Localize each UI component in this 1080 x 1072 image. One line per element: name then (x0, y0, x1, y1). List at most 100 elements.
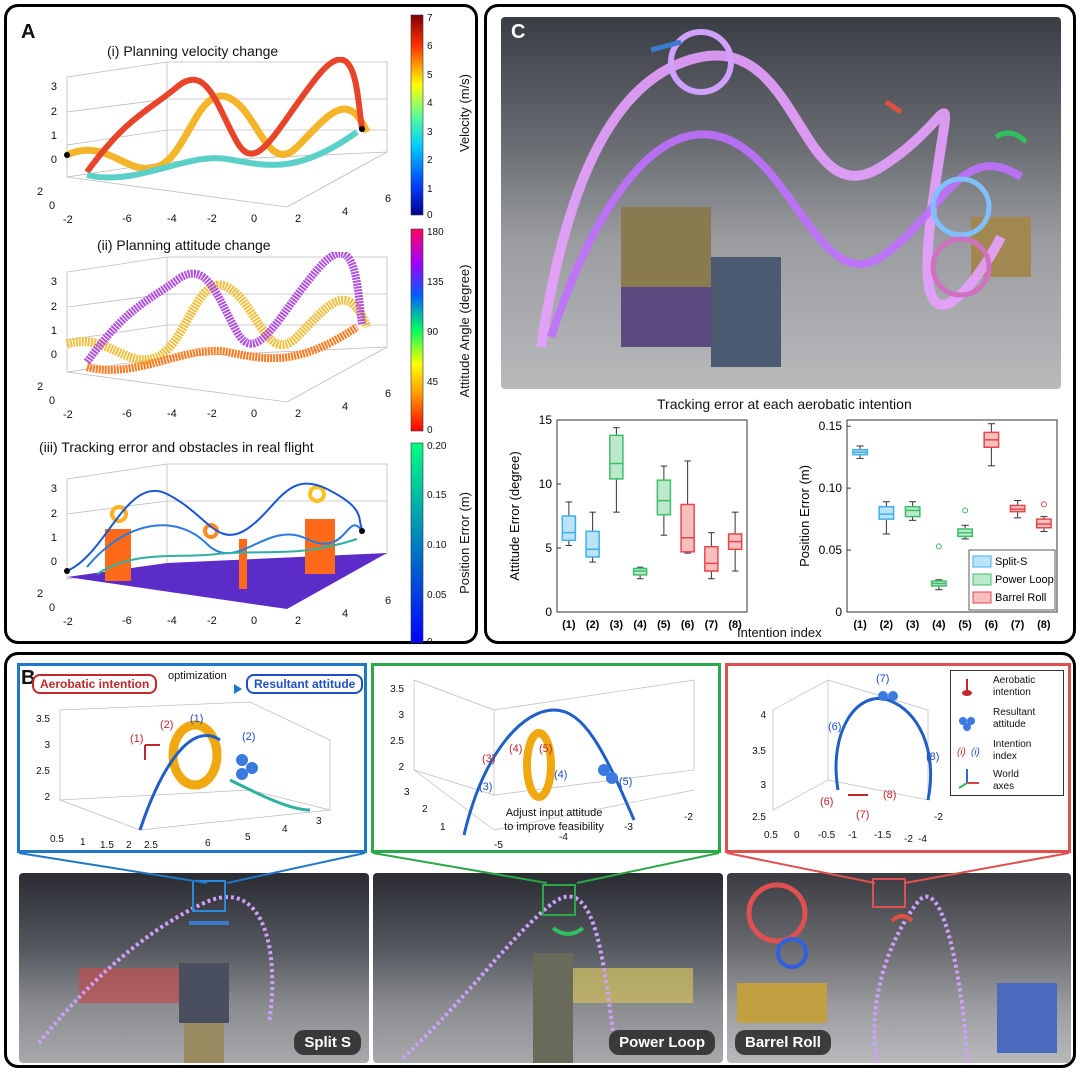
cb1-tick: 7 (427, 13, 433, 24)
cb1-tick: 6 (427, 41, 433, 52)
panel-c: C Tracking error at each aerobatic inten… (484, 4, 1076, 644)
power-loop-3d-plot: (3) (4) (5) (3) (4) (5) Adjust input attitude… (390, 679, 695, 850)
attitude-3d-plot: 3 2 1 0 -6 -4 -2 0 2 4 6 2 0 -2 (37, 252, 391, 421)
feasibility-note-2: to improve feasibility (504, 821, 604, 833)
box-4 (632, 566, 648, 580)
y-tick: 2 (422, 804, 428, 815)
aerobatic-trajectory-photo (501, 17, 1061, 389)
x-tick-label: (6) (985, 619, 999, 631)
panel-a-label: A (21, 21, 36, 43)
intention-tag: Aerobatic intention (32, 674, 158, 694)
y-tick: 4 (282, 824, 288, 835)
box-4 (930, 543, 947, 591)
x-tick: -2 (207, 408, 217, 420)
z-tick: 2 (398, 762, 404, 773)
s2-label: (4) (554, 769, 567, 781)
x-tick-label: (1) (853, 619, 867, 631)
x-tick: 1 (80, 837, 86, 848)
s2-label: (5) (539, 743, 552, 755)
z-tick: 2.5 (36, 766, 50, 777)
box-body (585, 530, 600, 558)
outlier (962, 507, 969, 514)
x-tick-label: (5) (958, 619, 972, 631)
svg-text:(i): (i) (971, 747, 980, 758)
y-tick-label: 0.10 (819, 481, 843, 495)
x-tick-label: (5) (657, 619, 671, 631)
box-1 (852, 445, 869, 459)
barrel-roll-photo: Barrel Roll (727, 873, 1071, 1063)
attitude-plot-title: (ii) Planning attitude change (97, 237, 271, 253)
x-tick: -2 (207, 213, 217, 225)
y-tick: -4 (918, 834, 927, 845)
legend-index: Intention index (993, 739, 1032, 762)
s3-label: (6) (820, 796, 833, 808)
barrel-legend: (i) (i) Aerobatic intention Resultant at… (950, 670, 1064, 796)
box-body (680, 503, 695, 553)
z-tick: 2 (51, 301, 57, 313)
cb2-tick: 135 (427, 277, 444, 288)
x-tick: 4 (342, 608, 348, 620)
z-tick: 3 (398, 710, 404, 721)
split-s-photo: Split S (19, 873, 369, 1063)
x-tick: -6 (122, 213, 132, 225)
z-tick: 1 (51, 532, 57, 544)
colorbars: 7 6 5 4 3 2 1 0 180 135 90 45 0 0.20 0.1… (410, 13, 472, 643)
outlier (1040, 501, 1047, 508)
s3-label: (8) (883, 789, 896, 801)
box-body (878, 505, 895, 520)
z-tick: 0 (51, 154, 57, 166)
power-loop-photo: Power Loop (373, 873, 723, 1063)
legend-swatch (972, 573, 992, 586)
x-tick: -6 (122, 615, 132, 627)
box-body (561, 515, 577, 542)
z-tick: 2 (51, 508, 57, 520)
cb3-tick: 0.10 (427, 540, 447, 551)
s1-label: (1) (190, 713, 203, 725)
legend-entry: Barrel Roll (995, 592, 1046, 604)
y-tick: -2 (63, 616, 73, 628)
x-tick: -4 (167, 408, 177, 420)
y-tick: -2 (63, 214, 73, 226)
barrel-roll-label: Barrel Roll (735, 1030, 831, 1055)
power-loop-zoom: (3) (4) (5) (3) (4) (5) Adjust input attitude… (371, 663, 721, 853)
cb1-tick: 1 (427, 184, 433, 195)
s1-label: (2) (160, 719, 173, 731)
box-7 (704, 532, 719, 580)
split-s-label: Split S (294, 1030, 361, 1055)
z-tick: 1 (51, 325, 57, 337)
plot-frame (556, 419, 748, 613)
y-tick: -2 (63, 409, 73, 421)
x-tick: -2 (684, 812, 693, 823)
y-tick: 0 (49, 395, 55, 407)
cb2-tick: 180 (427, 227, 444, 238)
cb2-tick: 0 (427, 425, 433, 436)
legend-frame (968, 549, 1056, 611)
split-s-3d-plot: (1) (2) (1) (2) 3.5 3 2.5 2 0.5 1 1.5 2 2.5 6 5 4 3 (36, 701, 331, 850)
x-tick: -2 (207, 615, 217, 627)
z-tick: 2.5 (752, 812, 766, 823)
plot-frame (846, 419, 1058, 613)
y-tick: 2 (37, 588, 43, 600)
cb1-tick: 0 (427, 210, 433, 221)
y-tick: 0 (49, 200, 55, 212)
y-tick: 5 (245, 832, 251, 843)
x-tick: 0.5 (764, 830, 778, 841)
x-tick: 6 (385, 388, 391, 400)
x-tick: -5 (494, 840, 503, 850)
s1-label: (2) (242, 731, 255, 743)
x-axis-label: Intention index (737, 625, 822, 640)
box-1 (561, 501, 577, 546)
cb1-tick: 5 (427, 70, 433, 81)
x-tick: 0 (251, 213, 257, 225)
s3-label: (7) (876, 673, 889, 685)
z-tick: 3 (51, 81, 57, 93)
y-tick: 1 (440, 822, 446, 833)
cb2-tick: 45 (427, 377, 439, 388)
x-tick-label: (7) (1011, 619, 1025, 631)
panel-b-label: B (21, 667, 36, 689)
x-tick-label: (2) (880, 619, 894, 631)
box-5 (957, 507, 974, 540)
z-tick: 3 (44, 740, 50, 751)
x-tick-label: (8) (728, 619, 742, 631)
box-6 (983, 423, 1000, 467)
